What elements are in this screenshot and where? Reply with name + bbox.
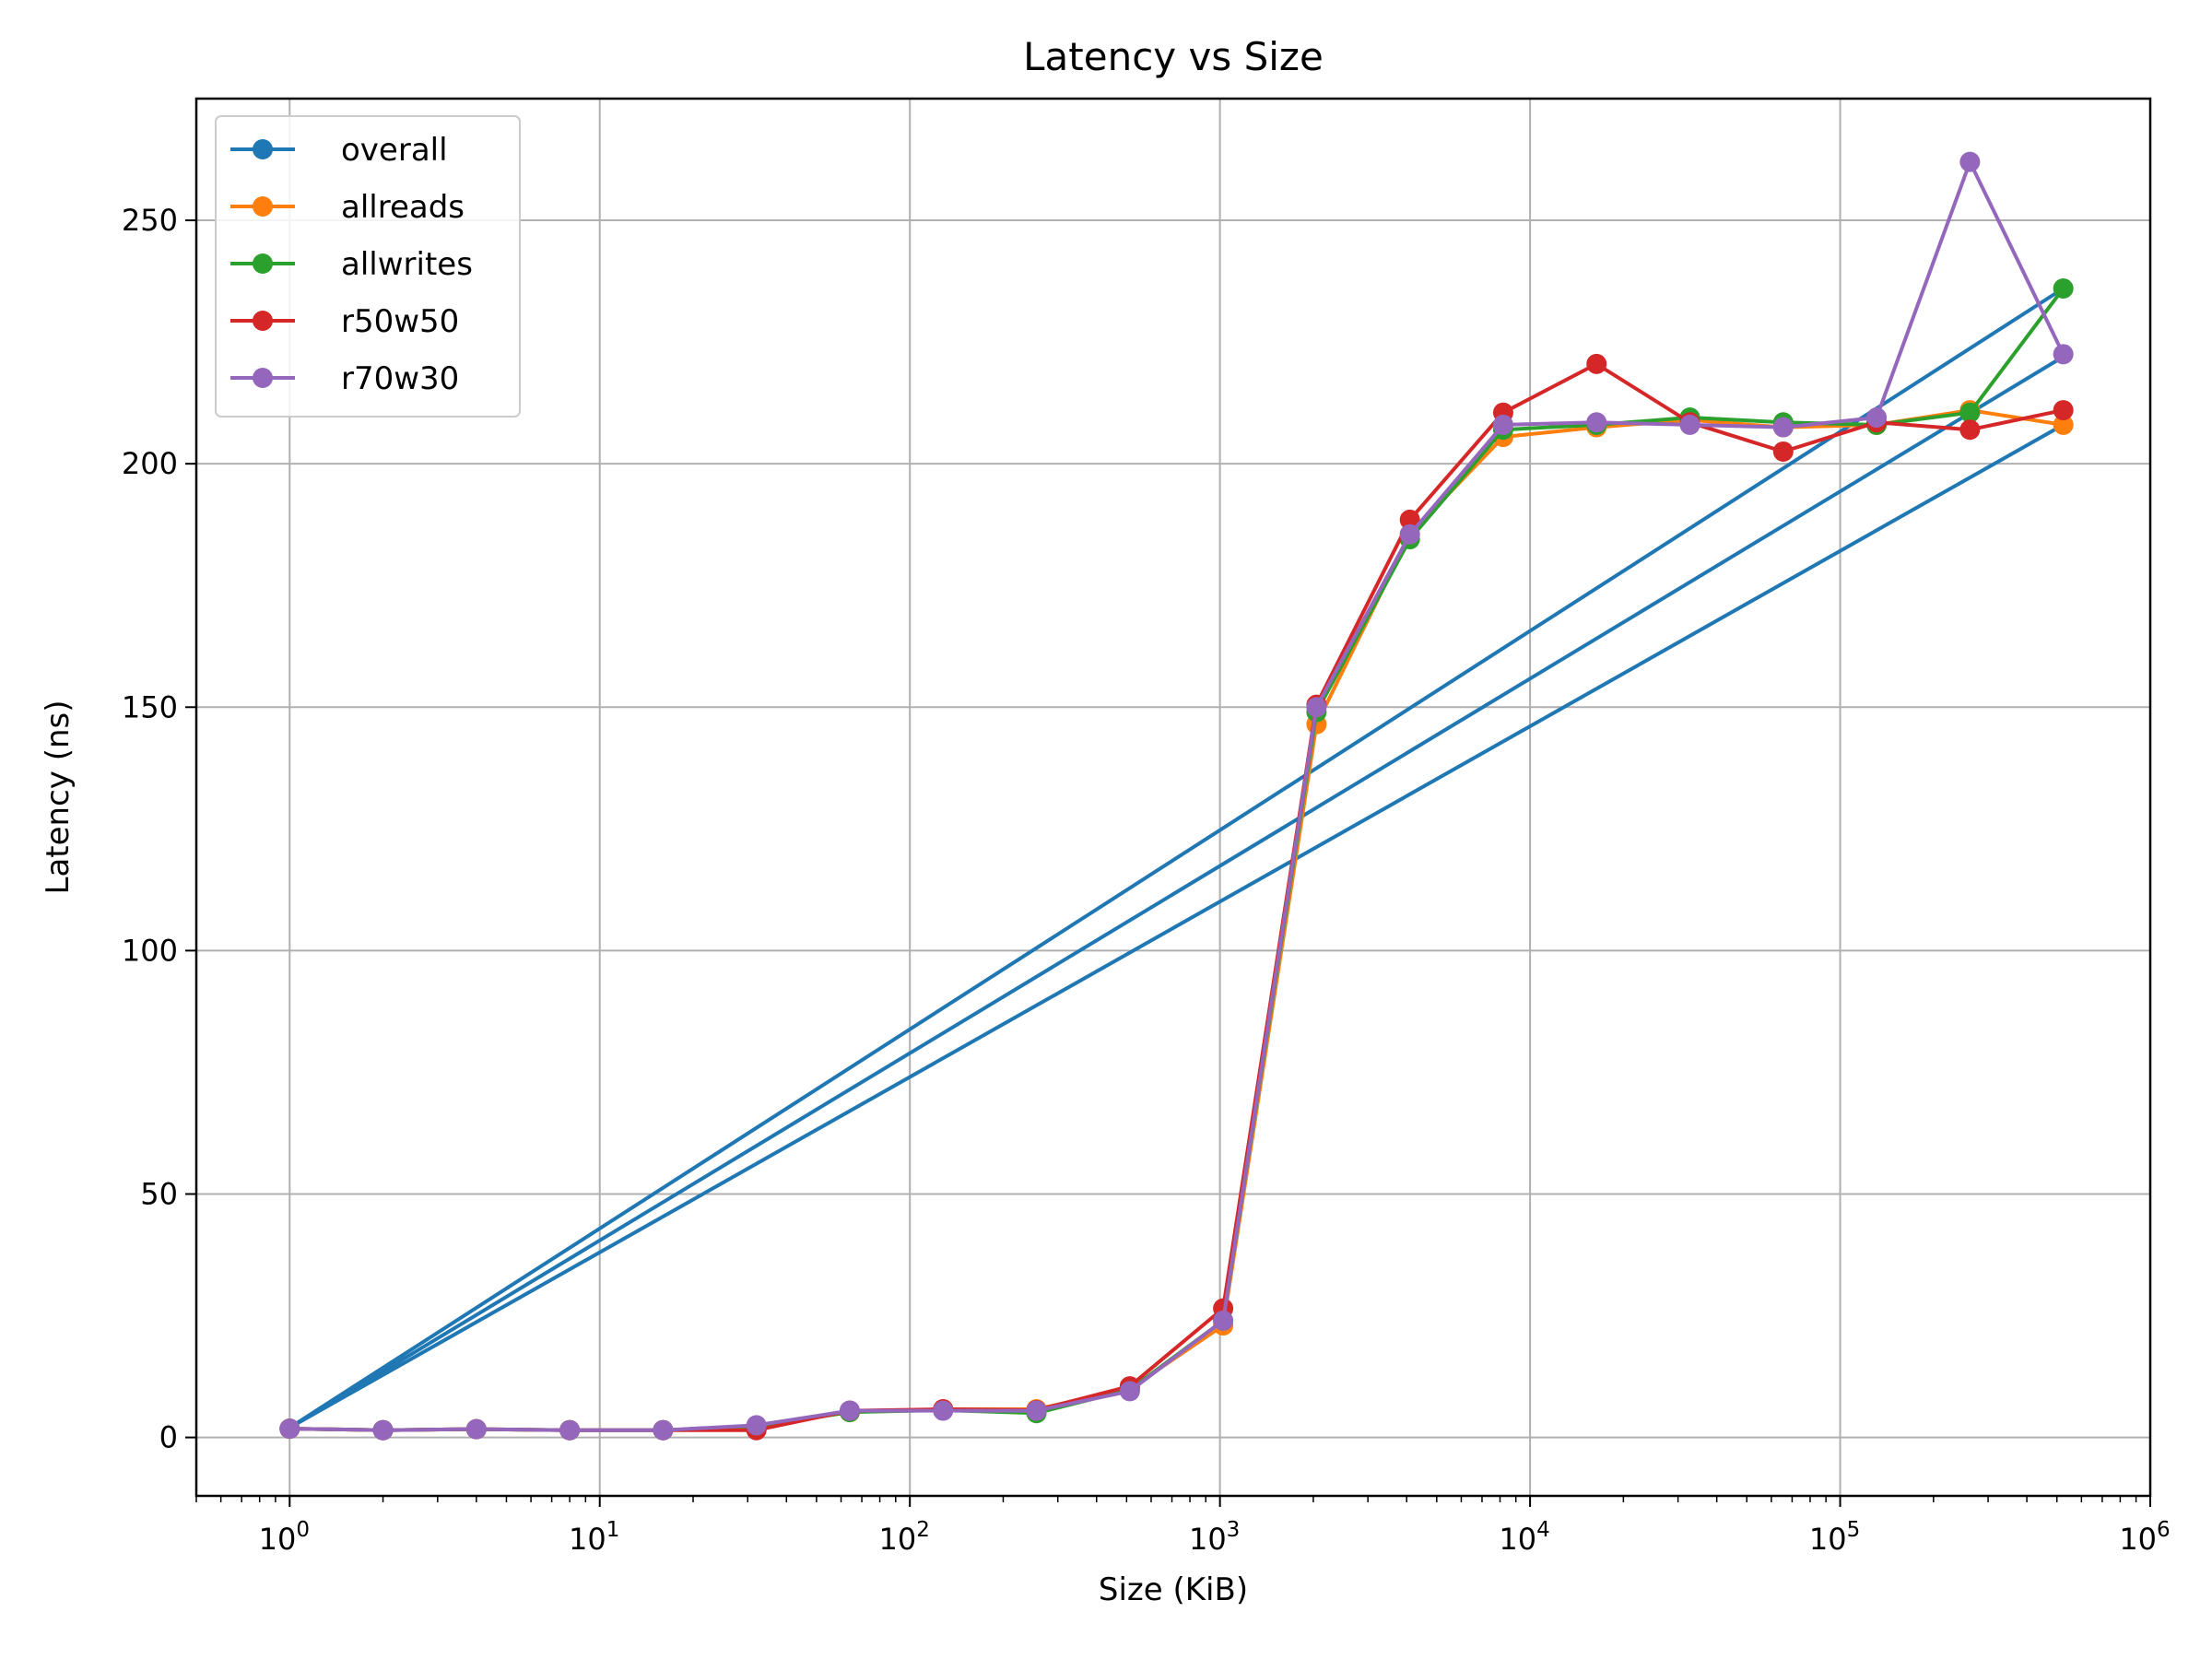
legend-marker-allreads xyxy=(253,196,273,217)
legend-label-allreads: allreads xyxy=(341,189,465,226)
data-point-r70w30 xyxy=(839,1400,860,1421)
legend-marker-r50w50 xyxy=(253,311,273,331)
data-point-r70w30 xyxy=(933,1400,954,1421)
legend-label-r50w50: r50w50 xyxy=(341,303,459,340)
x-tick-label-base: 10 xyxy=(1499,1522,1536,1557)
data-point-r70w30 xyxy=(372,1419,394,1441)
data-point-r50w50 xyxy=(2053,400,2074,421)
data-point-r50w50 xyxy=(1959,419,1981,441)
y-axis-title: Latency (ns) xyxy=(40,700,76,895)
data-point-r70w30 xyxy=(1026,1400,1047,1421)
series-line-r70w30 xyxy=(289,159,2065,1432)
x-tick-label: 106 xyxy=(2119,1518,2170,1557)
legend-label-overall: overall xyxy=(341,132,448,169)
series-group xyxy=(279,151,2074,1441)
x-tick-label-exponent: 6 xyxy=(2157,1518,2171,1542)
x-tick-label-base: 10 xyxy=(569,1522,606,1557)
legend-marker-overall xyxy=(253,139,273,159)
data-point-r70w30 xyxy=(1866,406,1888,428)
data-point-r70w30 xyxy=(1306,697,1327,718)
y-tick-label: 0 xyxy=(159,1420,178,1455)
y-tick-label: 250 xyxy=(122,203,178,238)
data-point-r70w30 xyxy=(1679,414,1700,435)
x-tick-label-exponent: 1 xyxy=(606,1518,620,1542)
x-tick-label-exponent: 3 xyxy=(1227,1518,1241,1542)
x-tick-label: 104 xyxy=(1499,1518,1549,1557)
data-point-r70w30 xyxy=(1399,524,1420,545)
x-tick-label-base: 10 xyxy=(1809,1522,1847,1557)
data-point-r70w30 xyxy=(1119,1381,1140,1402)
legend-label-allwrites: allwrites xyxy=(341,246,473,283)
y-tick-label: 50 xyxy=(140,1177,178,1212)
data-point-r70w30 xyxy=(279,1418,300,1440)
data-point-r70w30 xyxy=(1492,414,1513,435)
x-tick-label-exponent: 4 xyxy=(1536,1518,1550,1542)
x-tick-label-exponent: 5 xyxy=(1847,1518,1861,1542)
data-point-allreads xyxy=(2053,414,2074,435)
data-point-r70w30 xyxy=(465,1418,487,1440)
data-point-allwrites xyxy=(2053,278,2074,300)
data-point-r70w30 xyxy=(1772,417,1794,438)
x-tick-label-exponent: 0 xyxy=(296,1518,310,1542)
x-tick-label-base: 10 xyxy=(1189,1522,1227,1557)
y-tick-label: 200 xyxy=(122,446,178,481)
data-point-allwrites xyxy=(1959,402,1981,423)
x-tick-label-base: 10 xyxy=(259,1522,297,1557)
data-point-r50w50 xyxy=(1772,441,1794,462)
x-tick-label-base: 10 xyxy=(879,1522,917,1557)
y-tick-label: 100 xyxy=(122,933,178,968)
legend-label-r70w30: r70w30 xyxy=(341,360,459,397)
x-tick-label: 103 xyxy=(1189,1518,1240,1557)
data-point-r70w30 xyxy=(1586,412,1607,433)
x-tick-label: 105 xyxy=(1809,1518,1860,1557)
data-point-r70w30 xyxy=(559,1419,581,1441)
grid xyxy=(196,99,2150,1496)
x-tick-label: 102 xyxy=(879,1518,930,1557)
legend: overall allreads allwrites r50w50 r70w30 xyxy=(215,115,521,418)
x-axis-title: Size (KiB) xyxy=(1099,1571,1248,1608)
data-point-r70w30 xyxy=(653,1419,674,1441)
legend-box xyxy=(215,115,521,418)
data-point-r70w30 xyxy=(746,1415,767,1436)
data-point-r50w50 xyxy=(1586,353,1607,374)
series-overall xyxy=(288,287,2065,1430)
data-point-r70w30 xyxy=(2053,344,2074,365)
data-point-r70w30 xyxy=(1959,151,1981,172)
data-point-r50w50 xyxy=(1399,509,1420,530)
legend-marker-r70w30 xyxy=(253,368,273,388)
legend-marker-allwrites xyxy=(253,253,273,274)
series-line-overall xyxy=(288,287,2065,1430)
y-tick-label: 150 xyxy=(122,689,178,724)
series-r70w30 xyxy=(279,151,2074,1441)
x-tick-label: 101 xyxy=(569,1518,619,1557)
data-point-r70w30 xyxy=(1213,1310,1234,1331)
chart-title: Latency vs Size xyxy=(1023,34,1324,79)
x-tick-label-base: 10 xyxy=(2119,1522,2157,1557)
plot-frame xyxy=(194,97,2152,1498)
x-tick-label: 100 xyxy=(259,1518,310,1557)
x-tick-label-exponent: 2 xyxy=(916,1518,930,1542)
